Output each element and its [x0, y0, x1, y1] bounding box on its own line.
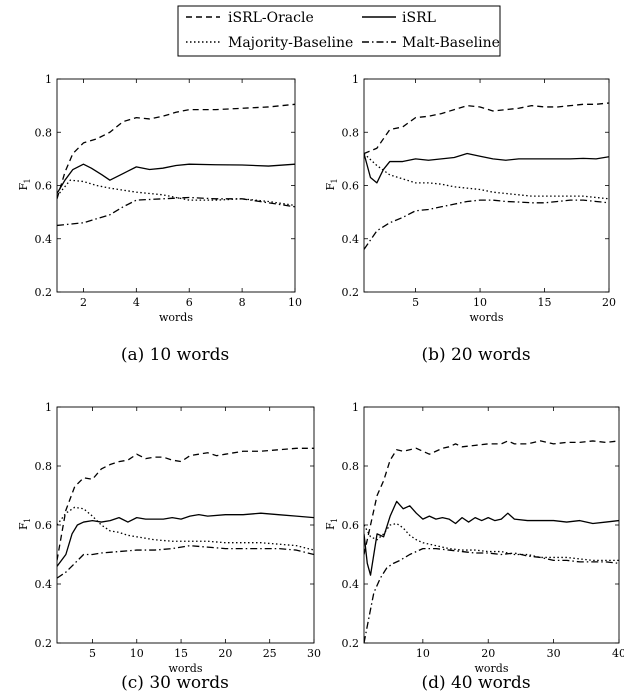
y-tick-label: 0.6 — [342, 519, 360, 532]
series-line-isrl-oracle — [364, 440, 619, 555]
legend: iSRL-Oracle iSRL Majority-Baseline Malt-Bas… — [177, 5, 501, 57]
legend-label-majority-baseline: Majority-Baseline — [228, 35, 353, 51]
series-line-isrl-oracle — [57, 447, 314, 561]
y-tick-label: 0.8 — [342, 460, 360, 473]
plot-area-frame — [363, 78, 610, 293]
y-tick-label: 0.8 — [35, 460, 53, 473]
x-tick-label: 4 — [133, 296, 140, 309]
x-tick-label: 5 — [89, 647, 96, 660]
x-tick-label: 30 — [307, 647, 321, 660]
y-tick-label: 0.2 — [342, 637, 360, 650]
series-line-majority-baseline — [57, 179, 295, 207]
series-line-isrl — [364, 152, 609, 184]
x-tick-label: 2 — [80, 296, 87, 309]
series-line-isrl — [364, 500, 619, 576]
series-line-majority-baseline — [364, 153, 609, 200]
x-tick-label: 10 — [288, 296, 302, 309]
x-tick-label: 20 — [218, 647, 232, 660]
x-axis-label: words — [470, 311, 504, 324]
panel-caption: (b) 20 words — [421, 345, 530, 365]
y-tick-label: 0.2 — [342, 286, 360, 299]
y-axis-label-subscript: 1 — [23, 518, 32, 523]
x-tick-label: 15 — [538, 296, 552, 309]
x-tick-label: 20 — [602, 296, 616, 309]
series-line-majority-baseline — [364, 522, 619, 562]
y-axis-label: F1 — [17, 178, 32, 190]
x-tick-label: 8 — [239, 296, 246, 309]
y-axis-label: F1 — [324, 518, 339, 530]
legend-box — [177, 5, 501, 57]
x-tick-label: 20 — [481, 647, 495, 660]
plot-area-frame — [56, 406, 315, 644]
plot-area-frame — [56, 78, 296, 293]
y-tick-label: 0.4 — [35, 233, 53, 246]
y-tick-label: 0.6 — [35, 519, 53, 532]
y-axis-label-main: F — [324, 183, 337, 191]
y-axis-label-main: F — [17, 522, 30, 530]
x-tick-label: 5 — [412, 296, 419, 309]
y-tick-label: 0.2 — [35, 637, 53, 650]
y-axis-label-subscript: 1 — [330, 518, 339, 523]
panel-caption: (a) 10 words — [121, 345, 229, 365]
x-tick-label: 30 — [547, 647, 561, 660]
y-tick-label: 0.8 — [342, 126, 360, 139]
y-tick-label: 1 — [352, 73, 359, 86]
x-tick-label: 10 — [416, 647, 430, 660]
y-axis-label-main: F — [17, 183, 30, 191]
y-tick-label: 0.4 — [342, 578, 360, 591]
x-tick-label: 10 — [473, 296, 487, 309]
series-line-malt-baseline — [57, 545, 314, 579]
x-tick-label: 6 — [186, 296, 193, 309]
y-tick-label: 0.6 — [342, 180, 360, 193]
legend-label-isrl: iSRL — [402, 10, 436, 26]
y-axis-label: F1 — [17, 518, 32, 530]
x-axis-label: words — [169, 662, 203, 675]
y-tick-label: 1 — [45, 73, 52, 86]
series-line-majority-baseline — [57, 506, 314, 551]
y-tick-label: 1 — [352, 401, 359, 414]
legend-label-malt-baseline: Malt-Baseline — [402, 35, 500, 51]
y-tick-label: 0.6 — [35, 180, 53, 193]
x-tick-label: 40 — [612, 647, 624, 660]
series-line-malt-baseline — [364, 547, 619, 643]
panel-caption: (c) 30 words — [121, 673, 229, 693]
y-tick-label: 0.2 — [35, 286, 53, 299]
y-axis-label-subscript: 1 — [330, 178, 339, 183]
series-line-malt-baseline — [364, 199, 609, 250]
y-tick-label: 1 — [45, 401, 52, 414]
series-line-isrl — [57, 512, 314, 567]
y-axis-label: F1 — [324, 178, 339, 190]
x-axis-label: words — [159, 311, 193, 324]
y-axis-label-subscript: 1 — [23, 178, 32, 183]
series-line-malt-baseline — [57, 196, 295, 227]
panel-caption: (d) 40 words — [421, 673, 530, 693]
x-axis-label: words — [475, 662, 509, 675]
y-tick-label: 0.4 — [35, 578, 53, 591]
series-line-isrl-oracle — [364, 102, 609, 155]
y-axis-label-main: F — [324, 522, 337, 530]
y-tick-label: 0.4 — [342, 233, 360, 246]
x-tick-label: 15 — [174, 647, 188, 660]
series-line-isrl — [57, 163, 295, 194]
y-tick-label: 0.8 — [35, 126, 53, 139]
series-line-isrl-oracle — [57, 103, 295, 199]
x-tick-label: 25 — [263, 647, 277, 660]
legend-label-isrl-oracle: iSRL-Oracle — [228, 10, 314, 26]
x-tick-label: 10 — [130, 647, 144, 660]
